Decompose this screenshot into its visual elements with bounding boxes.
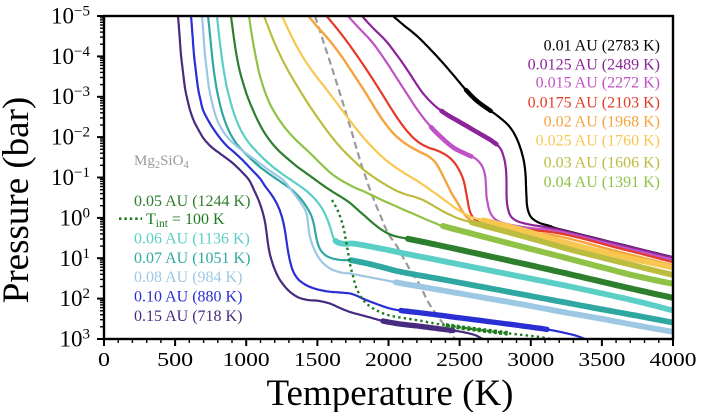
svg-text:0.06 AU (1136 K): 0.06 AU (1136 K) xyxy=(134,231,250,248)
svg-text:0.07 AU (1051 K): 0.07 AU (1051 K) xyxy=(134,250,250,267)
svg-text:Mg2SiO4: Mg2SiO4 xyxy=(134,153,189,171)
svg-text:0.01 AU (2783 K): 0.01 AU (2783 K) xyxy=(544,38,660,55)
svg-text:0.0175 AU (2103 K): 0.0175 AU (2103 K) xyxy=(528,95,660,112)
svg-text:1000: 1000 xyxy=(223,349,270,371)
svg-text:Temperature (K): Temperature (K) xyxy=(266,373,513,412)
svg-text:0.15 AU (718 K): 0.15 AU (718 K) xyxy=(134,308,242,325)
svg-text:0.0125 AU (2489 K): 0.0125 AU (2489 K) xyxy=(528,57,660,74)
svg-text:0.025 AU (1760 K): 0.025 AU (1760 K) xyxy=(536,133,660,150)
svg-text:Pressure (bar): Pressure (bar) xyxy=(0,97,37,304)
svg-text:0.04 AU (1391 K): 0.04 AU (1391 K) xyxy=(544,174,660,191)
svg-text:0.03 AU (1606 K): 0.03 AU (1606 K) xyxy=(544,155,660,172)
svg-text:1500: 1500 xyxy=(294,349,341,371)
svg-text:3500: 3500 xyxy=(578,349,625,371)
svg-text:0.08 AU (984 K): 0.08 AU (984 K) xyxy=(134,269,242,286)
svg-text:4000: 4000 xyxy=(650,349,697,371)
svg-text:3000: 3000 xyxy=(507,349,554,371)
svg-text:0.10 AU (880 K): 0.10 AU (880 K) xyxy=(134,289,242,306)
svg-text:2000: 2000 xyxy=(365,349,412,371)
svg-text:0.05 AU (1244 K): 0.05 AU (1244 K) xyxy=(134,193,250,210)
svg-text:10−1: 10−1 xyxy=(51,165,90,190)
svg-text:2500: 2500 xyxy=(436,349,483,371)
svg-text:10−2: 10−2 xyxy=(51,125,90,150)
svg-text:0: 0 xyxy=(98,349,110,371)
svg-text:0.02 AU (1968 K): 0.02 AU (1968 K) xyxy=(544,114,660,131)
svg-text:0.015 AU (2272 K): 0.015 AU (2272 K) xyxy=(536,75,660,92)
svg-text:500: 500 xyxy=(157,349,193,371)
